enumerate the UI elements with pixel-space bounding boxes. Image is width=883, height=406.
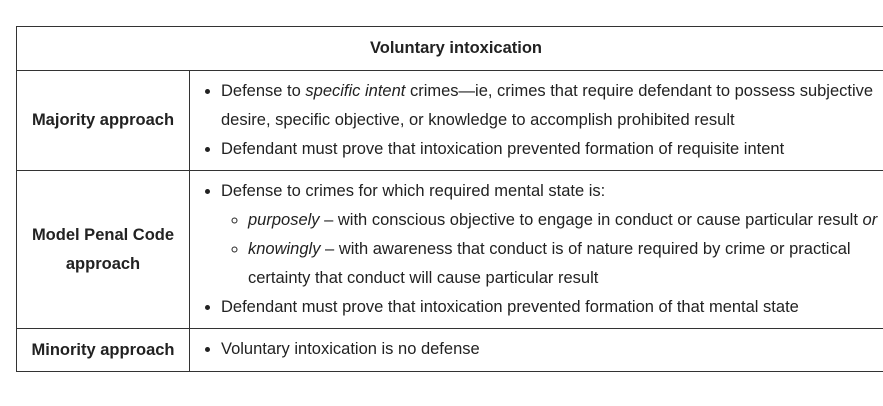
majority-list: Defense to specific intent crimes—ie, cr… xyxy=(190,77,883,164)
mpc-label: Model Penal Code approach xyxy=(16,170,190,329)
sub-list-item: purposely – with conscious objective to … xyxy=(248,206,883,235)
intoxication-table: Voluntary intoxication Majority approach… xyxy=(16,26,883,372)
list-item: Voluntary intoxication is no defense xyxy=(221,335,883,364)
list-item: Defense to crimes for which required men… xyxy=(221,177,883,293)
item-emphasis: knowingly xyxy=(248,240,321,258)
item-text: crimes—ie, crimes that require defendant… xyxy=(221,82,874,129)
majority-row: Majority approach Defense to specific in… xyxy=(16,70,883,171)
minority-row: Minority approach Voluntary intoxication… xyxy=(16,328,883,372)
mpc-content: Defense to crimes for which required men… xyxy=(189,170,883,329)
minority-list: Voluntary intoxication is no defense xyxy=(190,335,883,364)
table-title: Voluntary intoxication xyxy=(16,26,883,71)
item-emphasis: or xyxy=(862,211,878,229)
item-emphasis: purposely xyxy=(248,211,320,229)
minority-content: Voluntary intoxication is no defense xyxy=(189,328,883,372)
mpc-label-line1: Model Penal Code xyxy=(31,225,175,244)
minority-label: Minority approach xyxy=(16,328,190,372)
mpc-row: Model Penal Code approach Defense to cri… xyxy=(16,170,883,329)
item-text: Defense to xyxy=(221,82,306,100)
majority-label: Majority approach xyxy=(16,70,190,171)
majority-content: Defense to specific intent crimes—ie, cr… xyxy=(189,70,883,171)
mpc-sublist: purposely – with conscious objective to … xyxy=(221,206,883,293)
item-text: Defense to crimes for which required men… xyxy=(221,182,606,200)
sub-list-item: knowingly – with awareness that conduct … xyxy=(248,235,883,293)
item-emphasis: specific intent xyxy=(305,82,406,100)
item-text: – with awareness that conduct is of natu… xyxy=(248,240,851,287)
mpc-label-line2: approach xyxy=(65,254,141,273)
intoxication-table-container: Voluntary intoxication Majority approach… xyxy=(16,26,883,372)
mpc-list: Defense to crimes for which required men… xyxy=(190,177,883,322)
header-row: Voluntary intoxication xyxy=(16,26,883,71)
list-item: Defendant must prove that intoxication p… xyxy=(221,135,883,164)
item-text: – with conscious objective to engage in … xyxy=(319,211,863,229)
list-item: Defendant must prove that intoxication p… xyxy=(221,293,883,322)
list-item: Defense to specific intent crimes—ie, cr… xyxy=(221,77,883,135)
